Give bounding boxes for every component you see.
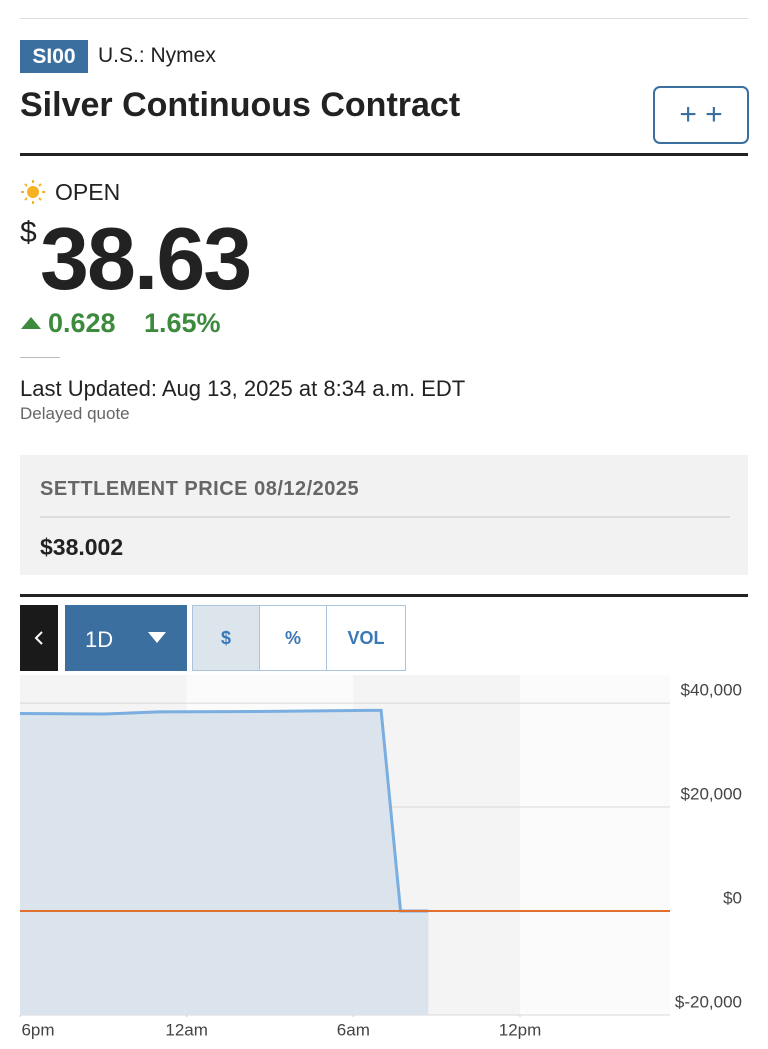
symbol-badge: SI00 xyxy=(20,40,88,73)
settlement-value: $38.002 xyxy=(40,534,124,560)
divider xyxy=(20,594,748,597)
mode-buttons: $% VOL xyxy=(192,605,406,671)
delayed-note: Delayed quote xyxy=(20,404,130,423)
y-tick-label: $-20,000 xyxy=(675,992,742,1011)
currency: $ xyxy=(20,216,37,249)
x-tick-label: 12am xyxy=(165,1020,208,1039)
range-dropdown[interactable]: 1D xyxy=(65,605,187,671)
range-label: 1D xyxy=(85,627,114,652)
x-tick-label: 6pm xyxy=(21,1020,54,1039)
mode-button[interactable]: VOL xyxy=(326,605,406,671)
mode-button[interactable]: % xyxy=(259,605,327,671)
title: Silver Continuous Contract xyxy=(20,86,461,124)
change-percent: 1.65% xyxy=(144,308,221,338)
y-tick-label: $0 xyxy=(723,889,742,908)
settlement-box: SETTLEMENT PRICE 08/12/2025 $38.002 xyxy=(20,455,748,575)
divider xyxy=(20,357,60,358)
up-arrow xyxy=(21,317,41,329)
price: 38.63 xyxy=(40,209,252,308)
back-button[interactable] xyxy=(20,605,58,671)
watch-button[interactable]: + + xyxy=(653,86,749,144)
divider xyxy=(40,516,730,518)
settlement-label: SETTLEMENT PRICE 08/12/2025 xyxy=(40,478,360,500)
market-status: OPEN xyxy=(55,179,121,205)
x-tick-label: 12pm xyxy=(499,1020,542,1039)
mode-button[interactable]: $ xyxy=(192,605,260,671)
chart: $40,000 $20,000 $0 $-20,000 6pm 12am 6am 12pm xyxy=(19,675,742,1039)
y-tick-label: $20,000 xyxy=(681,785,742,804)
sun-icon xyxy=(21,180,45,204)
last-updated: Last Updated: Aug 13, 2025 at 8:34 a.m. … xyxy=(20,376,466,401)
divider xyxy=(20,153,748,156)
y-tick-label: $40,000 xyxy=(681,681,742,700)
price-line xyxy=(19,708,429,913)
divider xyxy=(20,18,748,19)
time-band xyxy=(520,675,670,1015)
change: 0.628 xyxy=(48,308,116,338)
area-fill xyxy=(20,710,429,1015)
x-tick-label: 6am xyxy=(337,1020,370,1039)
exchange: U.S.: Nymex xyxy=(98,44,216,67)
